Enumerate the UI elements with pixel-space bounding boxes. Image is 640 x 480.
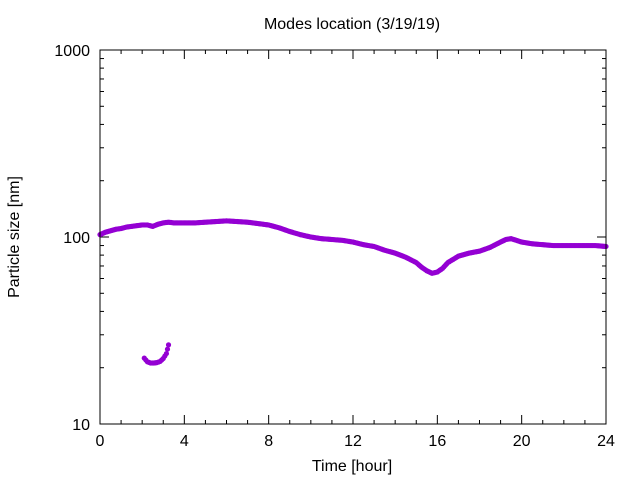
x-tick-label: 0 [96, 433, 105, 450]
x-tick-label: 20 [513, 433, 531, 450]
y-tick-label: 10 [72, 417, 90, 434]
x-tick-label: 24 [597, 433, 615, 450]
x-tick-label: 4 [180, 433, 189, 450]
y-tick-label: 1000 [54, 43, 90, 60]
x-tick-label: 8 [264, 433, 273, 450]
data-point [163, 350, 170, 357]
chart-title: Modes location (3/19/19) [264, 16, 440, 33]
y-tick-label: 100 [63, 230, 90, 247]
x-axis-label: Time [hour] [312, 458, 392, 475]
data-marks [97, 218, 609, 366]
data-point [165, 342, 172, 348]
x-tick-label: 12 [344, 433, 362, 450]
plot-frame [99, 49, 607, 425]
data-point [164, 346, 171, 352]
y-axis-label: Particle size [nm] [6, 176, 23, 298]
ticks: 0 4 8 12 16 20 24 10 100 1000 [54, 43, 615, 450]
x-tick-label: 16 [428, 433, 446, 450]
